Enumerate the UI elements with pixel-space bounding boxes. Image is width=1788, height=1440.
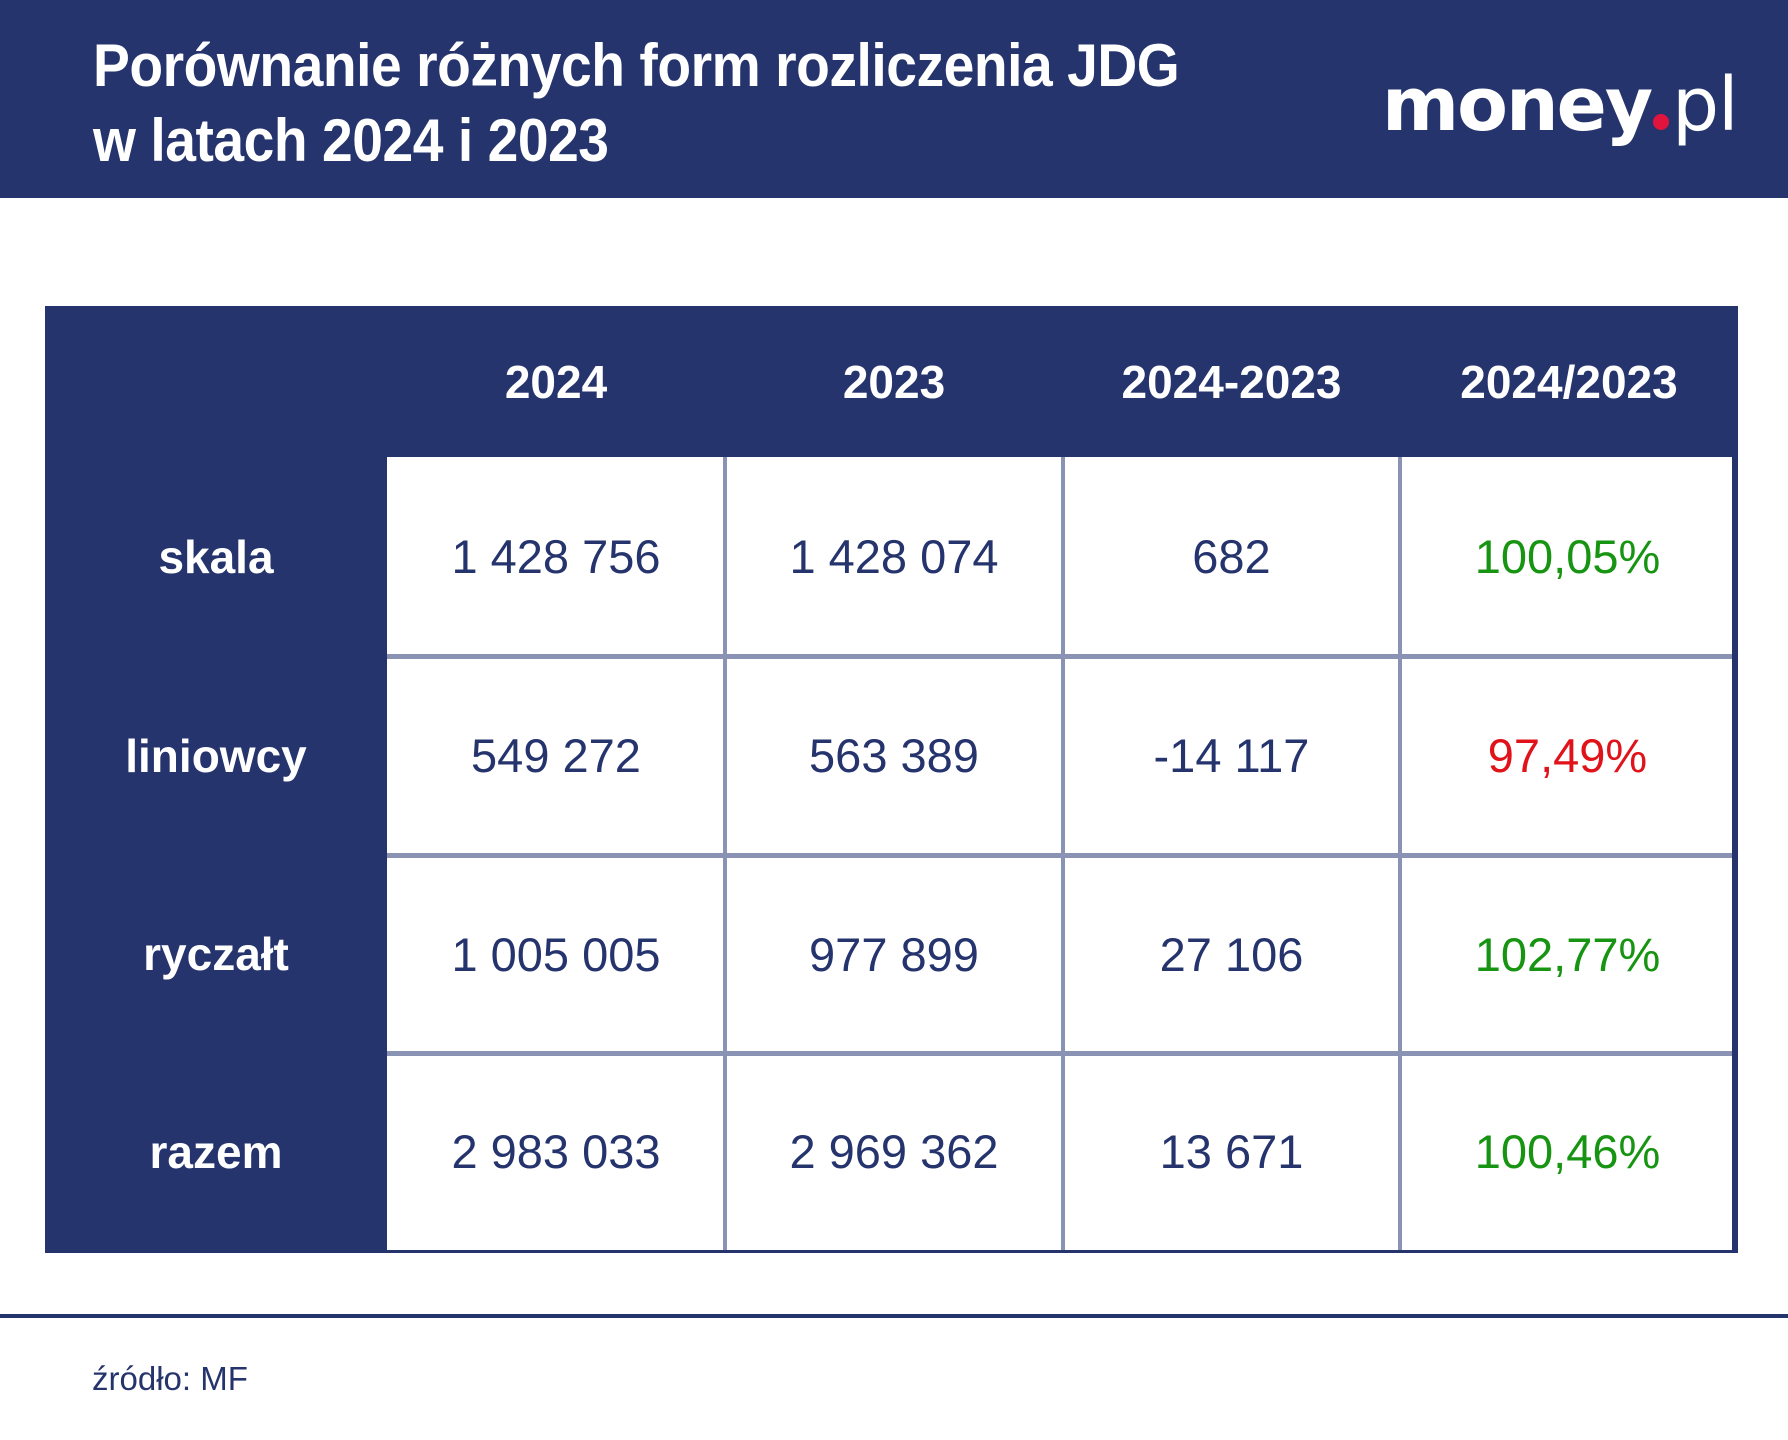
cell-skala-diff: 682 [1192,530,1271,583]
money-pl-logo: money pl [1382,62,1739,152]
source-note: źródło: MF [92,1360,248,1397]
logo-dot-icon [1653,114,1670,130]
table-body: 1 428 756 1 428 074 682 100,05% 549 272 … [387,457,1735,1250]
title-line-2: w latach 2024 i 2023 [93,107,609,174]
cell-ryczalt-2024: 1 005 005 [451,927,661,981]
title-line-1: Porównanie różnych form rozliczenia JDG [93,32,1180,99]
row-label-razem: razem [149,1125,283,1178]
column-header-ratio: 2024/2023 [1460,355,1678,408]
column-header-difference: 2024-2023 [1121,355,1342,408]
grid-divider [387,654,1735,659]
footer-divider [0,1314,1788,1318]
header-banner: Porównanie różnych form rozliczenia JDG … [0,0,1788,198]
cell-ryczalt-diff: 27 106 [1159,927,1304,981]
table-border [1732,457,1735,1250]
logo-text: money [1382,62,1653,148]
cell-ryczalt-2023: 977 899 [809,927,979,981]
page-title: Porównanie różnych form rozliczenia JDG … [93,28,1180,178]
cell-skala-ratio: 100,05% [1474,530,1661,583]
row-label-skala: skala [158,530,274,583]
cell-razem-2023: 2 969 362 [789,1125,999,1178]
grid-divider [387,853,1735,858]
cell-razem-diff: 13 671 [1159,1125,1304,1178]
cell-skala-2024: 1 428 756 [451,530,661,583]
cell-skala-2023: 1 428 074 [789,530,999,583]
column-header-2024: 2024 [504,355,608,408]
cell-ryczalt-ratio: 102,77% [1474,927,1661,981]
column-header-2023: 2023 [842,355,946,408]
cell-liniowcy-diff: -14 117 [1153,729,1310,782]
logo-suffix: pl [1672,62,1739,148]
row-label-liniowcy: liniowcy [125,729,307,782]
cell-liniowcy-2023: 563 389 [809,729,979,782]
grid-divider [387,1051,1735,1056]
cell-razem-2024: 2 983 033 [451,1125,661,1178]
cell-razem-ratio: 100,46% [1474,1125,1661,1178]
cell-liniowcy-ratio: 97,49% [1487,729,1648,782]
row-label-ryczalt: ryczałt [143,928,289,980]
comparison-table: 2024 2023 2024-2023 2024/2023 skala lini… [45,306,1738,1253]
cell-liniowcy-2024: 549 272 [471,729,641,782]
